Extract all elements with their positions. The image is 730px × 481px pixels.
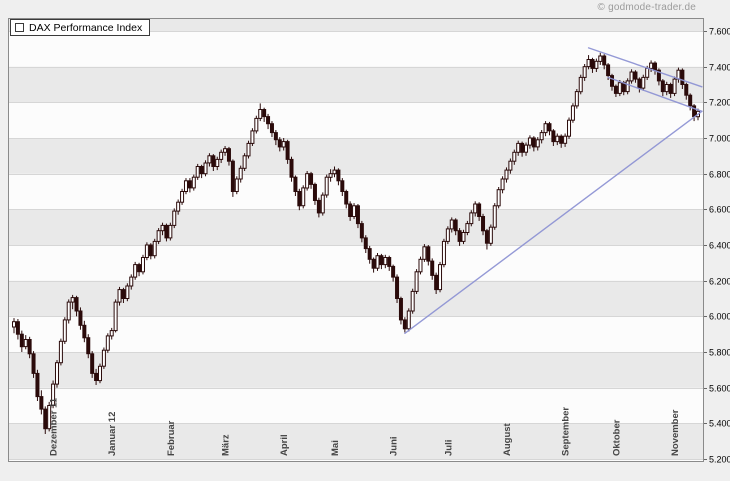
- legend: DAX Performance Index: [10, 19, 151, 36]
- legend-label: DAX Performance Index: [29, 21, 143, 34]
- svg-text:6.000: 6.000: [709, 312, 730, 322]
- svg-text:7.600: 7.600: [709, 27, 730, 37]
- svg-text:Juli: Juli: [443, 440, 454, 456]
- background-bands: [8, 18, 704, 462]
- svg-text:Juni: Juni: [389, 436, 400, 456]
- svg-text:5.200: 5.200: [709, 455, 730, 465]
- svg-text:7.200: 7.200: [709, 98, 730, 108]
- svg-text:November: November: [670, 409, 681, 456]
- svg-text:5.800: 5.800: [709, 348, 730, 358]
- svg-text:September: September: [561, 407, 572, 456]
- watermark: © godmode-trader.de: [597, 2, 696, 13]
- svg-text:5.400: 5.400: [709, 419, 730, 429]
- svg-text:6.400: 6.400: [709, 241, 730, 251]
- lower-descending-resistance: [607, 76, 703, 113]
- svg-text:Februar: Februar: [166, 420, 177, 456]
- svg-text:Januar 12: Januar 12: [107, 412, 118, 456]
- svg-text:Mai: Mai: [330, 440, 341, 456]
- svg-text:Dezember 11: Dezember 11: [49, 397, 60, 456]
- svg-text:April: April: [279, 434, 290, 456]
- svg-text:August: August: [502, 422, 513, 456]
- month-labels: Dezember 11 Januar 12 Februar März April Mai J…: [49, 397, 681, 456]
- candles-group: [12, 52, 700, 434]
- trendlines-group: [404, 47, 703, 334]
- svg-text:7.400: 7.400: [709, 63, 730, 73]
- y-axis-labels: 5.200 5.400 5.600 5.800 6.000 6.200 6.400 6.600…: [704, 27, 730, 465]
- svg-text:6.800: 6.800: [709, 170, 730, 180]
- svg-text:6.600: 6.600: [709, 205, 730, 215]
- svg-text:6.200: 6.200: [709, 277, 730, 287]
- ascending-support: [404, 110, 703, 334]
- gridlines: [8, 31, 704, 460]
- svg-text:7.000: 7.000: [709, 134, 730, 144]
- svg-text:März: März: [221, 434, 232, 456]
- svg-text:5.600: 5.600: [709, 384, 730, 394]
- svg-text:Oktober: Oktober: [611, 419, 622, 456]
- plot-frame: [8, 18, 704, 462]
- series-marker-icon: [15, 23, 24, 32]
- upper-descending-resistance: [587, 47, 703, 88]
